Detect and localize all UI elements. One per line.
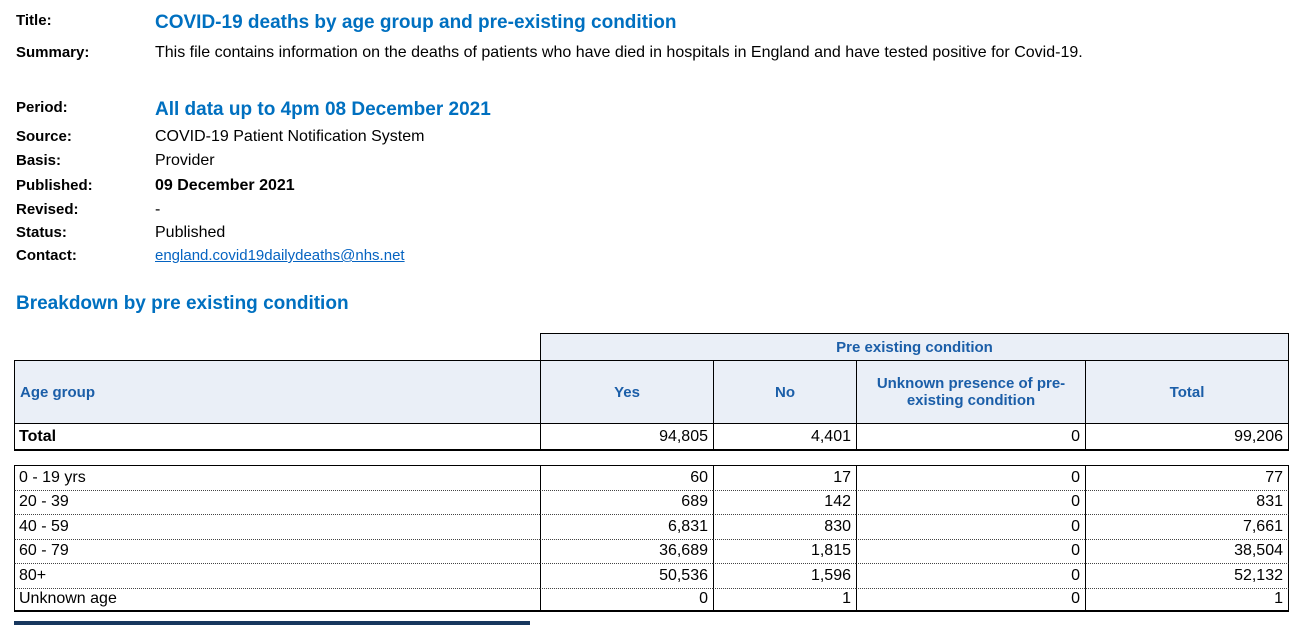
period-label: Period: bbox=[16, 99, 68, 116]
row-0-19-no: 17 bbox=[713, 465, 856, 490]
total-total-value: 99,206 bbox=[1085, 423, 1289, 451]
row-60-79-no: 1,815 bbox=[713, 538, 856, 563]
period-value: All data up to 4pm 08 December 2021 bbox=[155, 99, 491, 120]
total-unknown-value: 0 bbox=[856, 423, 1085, 451]
row-80plus-no: 1,596 bbox=[713, 563, 856, 588]
row-label-40-59: 40 - 59 bbox=[14, 514, 540, 539]
revised-row: Revised: - bbox=[16, 201, 160, 219]
row-20-39-total: 831 bbox=[1085, 489, 1289, 514]
column-header-age-group: Age group bbox=[14, 360, 540, 423]
published-row: Published: 09 December 2021 bbox=[16, 177, 295, 195]
total-row-label: Total bbox=[14, 423, 540, 451]
summary-row: Summary: This file contains information o… bbox=[16, 44, 1083, 62]
table-spacer bbox=[14, 451, 1289, 465]
column-header-total: Total bbox=[1085, 360, 1289, 423]
row-unknown-age-total: 1 bbox=[1085, 587, 1289, 612]
row-label-80plus: 80+ bbox=[14, 563, 540, 588]
source-label: Source: bbox=[16, 128, 72, 145]
row-20-39-yes: 689 bbox=[540, 489, 713, 514]
row-60-79-total: 38,504 bbox=[1085, 538, 1289, 563]
period-row: Period: All data up to 4pm 08 December 20… bbox=[16, 99, 491, 121]
span-header-pre-existing-condition: Pre existing condition bbox=[540, 333, 1289, 360]
row-label-unknown-age: Unknown age bbox=[14, 587, 540, 612]
total-no-value: 4,401 bbox=[713, 423, 856, 451]
section-heading: Breakdown by pre existing condition bbox=[16, 293, 349, 314]
row-20-39-no: 142 bbox=[713, 489, 856, 514]
row-40-59-yes: 6,831 bbox=[540, 514, 713, 539]
total-yes-value: 94,805 bbox=[540, 423, 713, 451]
table-corner-blank bbox=[14, 333, 540, 360]
status-row: Status: Published bbox=[16, 224, 225, 242]
row-60-79-unknown: 0 bbox=[856, 538, 1085, 563]
row-60-79-yes: 36,689 bbox=[540, 538, 713, 563]
source-value: COVID-19 Patient Notification System bbox=[155, 128, 425, 145]
revised-value: - bbox=[155, 201, 161, 218]
row-label-20-39: 20 - 39 bbox=[14, 489, 540, 514]
column-header-unknown: Unknown presence of pre-existing conditi… bbox=[856, 360, 1085, 423]
row-0-19-yes: 60 bbox=[540, 465, 713, 490]
row-0-19-unknown: 0 bbox=[856, 465, 1085, 490]
title-row: Title: COVID-19 deaths by age group and p… bbox=[16, 12, 677, 34]
row-80plus-yes: 50,536 bbox=[540, 563, 713, 588]
row-unknown-age-unknown: 0 bbox=[856, 587, 1085, 612]
summary-label: Summary: bbox=[16, 44, 90, 61]
status-value: Published bbox=[155, 224, 226, 241]
basis-row: Basis: Provider bbox=[16, 152, 215, 170]
contact-row: Contact: england.covid19dailydeaths@nhs.n… bbox=[16, 247, 405, 265]
breakdown-table: Pre existing condition Age group Yes No … bbox=[14, 333, 1289, 612]
row-label-60-79: 60 - 79 bbox=[14, 538, 540, 563]
row-20-39-unknown: 0 bbox=[856, 489, 1085, 514]
title-label: Title: bbox=[16, 12, 52, 29]
status-label: Status: bbox=[16, 224, 67, 241]
source-row: Source: COVID-19 Patient Notification Sys… bbox=[16, 128, 424, 146]
published-value: 09 December 2021 bbox=[155, 177, 295, 194]
row-unknown-age-yes: 0 bbox=[540, 587, 713, 612]
revised-label: Revised: bbox=[16, 201, 79, 218]
next-section-bar bbox=[14, 621, 530, 625]
basis-label: Basis: bbox=[16, 152, 62, 169]
row-40-59-unknown: 0 bbox=[856, 514, 1085, 539]
row-0-19-total: 77 bbox=[1085, 465, 1289, 490]
row-40-59-no: 830 bbox=[713, 514, 856, 539]
row-40-59-total: 7,661 bbox=[1085, 514, 1289, 539]
contact-email-link[interactable]: england.covid19dailydeaths@nhs.net bbox=[155, 247, 405, 264]
page-title: COVID-19 deaths by age group and pre-exi… bbox=[155, 12, 677, 33]
basis-value: Provider bbox=[155, 152, 215, 169]
contact-label: Contact: bbox=[16, 247, 77, 264]
row-80plus-total: 52,132 bbox=[1085, 563, 1289, 588]
column-header-no: No bbox=[713, 360, 856, 423]
published-label: Published: bbox=[16, 177, 93, 194]
column-header-yes: Yes bbox=[540, 360, 713, 423]
row-unknown-age-no: 1 bbox=[713, 587, 856, 612]
row-80plus-unknown: 0 bbox=[856, 563, 1085, 588]
summary-text: This file contains information on the de… bbox=[155, 44, 1083, 61]
row-label-0-19: 0 - 19 yrs bbox=[14, 465, 540, 490]
